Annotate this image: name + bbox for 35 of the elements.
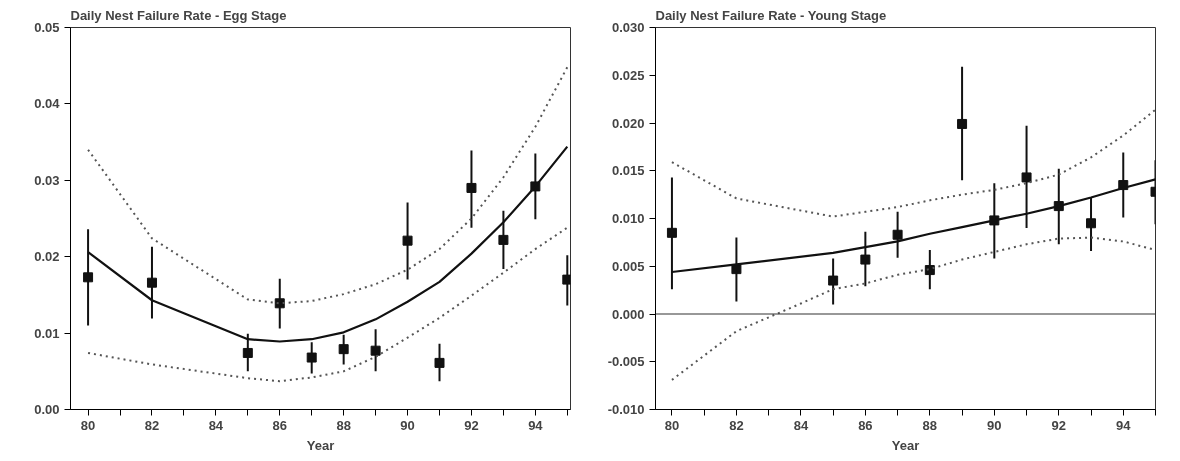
x-tick-label: 80	[664, 417, 680, 433]
x-axis-title: Year	[891, 437, 920, 453]
x-tick-label: 88	[336, 417, 351, 433]
y-tick-label: 0.04	[34, 96, 61, 112]
x-tick-label: 86	[858, 417, 873, 433]
x-tick-label: 82	[144, 417, 160, 433]
x-tick-label: 94	[528, 417, 544, 433]
x-tick-label: 88	[922, 417, 938, 433]
x-tick-label: 90	[400, 417, 415, 433]
x-tick-label: 80	[80, 417, 96, 433]
x-tick-label: 84	[793, 417, 809, 433]
y-tick-label: 0.010	[611, 211, 645, 226]
y-tick-label: 0.030	[611, 20, 645, 35]
y-tick-label: 0.05	[34, 20, 60, 35]
y-tick-label: 0.03	[34, 172, 60, 188]
y-tick-label: 0.00	[34, 402, 60, 417]
y-tick-label: 0.015	[611, 163, 645, 179]
y-tick-label: 0.020	[611, 115, 645, 131]
y-tick-label: -0.010	[607, 402, 645, 417]
x-tick-label: 92	[464, 417, 479, 433]
y-tick-label: 0.02	[34, 249, 60, 265]
y-tick-label: -0.005	[607, 354, 645, 370]
y-tick-label: 0.01	[34, 325, 60, 341]
y-tick-label: 0.025	[611, 67, 645, 83]
chart-title: Daily Nest Failure Rate - Young Stage	[655, 7, 887, 23]
x-tick-label: 82	[729, 417, 744, 433]
chart-title: Daily Nest Failure Rate - Egg Stage	[70, 7, 287, 23]
x-tick-label: 94	[1116, 417, 1132, 433]
x-tick-label: 84	[208, 417, 224, 433]
x-tick-label: 86	[272, 417, 287, 433]
y-tick-label: 0.000	[611, 306, 645, 322]
x-tick-label: 90	[987, 417, 1002, 433]
x-tick-label: 92	[1051, 417, 1067, 433]
x-axis-title: Year	[306, 437, 335, 453]
y-tick-label: 0.005	[611, 258, 645, 274]
